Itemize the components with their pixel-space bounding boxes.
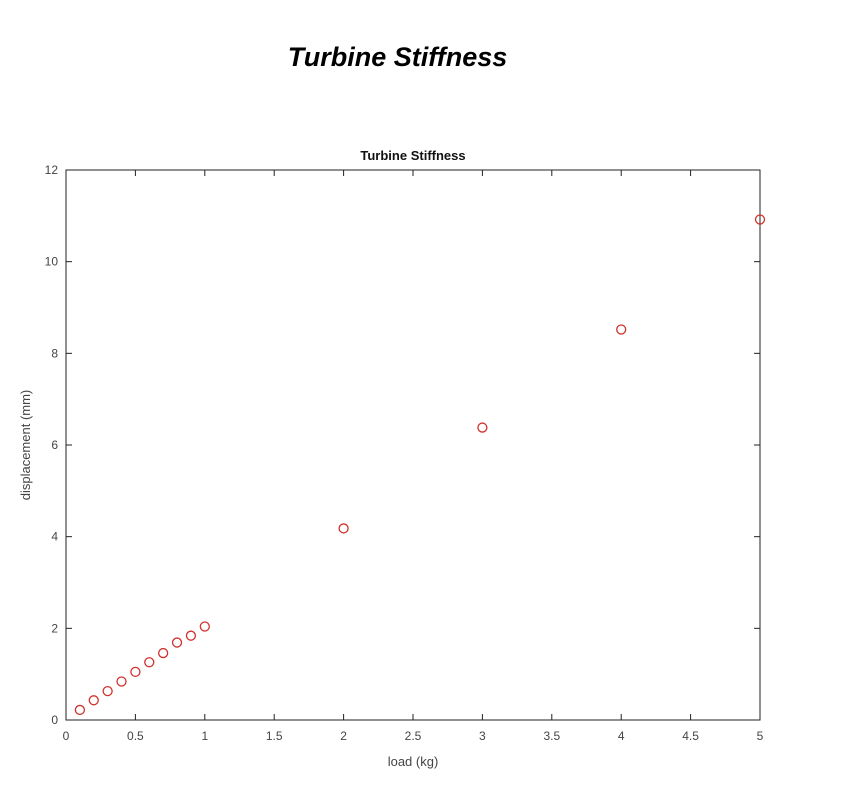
- chart-title: Turbine Stiffness: [360, 148, 465, 163]
- y-tick-label: 0: [51, 713, 58, 727]
- y-tick-label: 8: [51, 346, 58, 360]
- data-point: [88, 695, 99, 706]
- x-tick-label: 2: [340, 729, 347, 743]
- y-axis: 0 2 4 6 8 10 12: [45, 163, 760, 727]
- y-tick-label: 12: [45, 163, 59, 177]
- data-point: [477, 422, 488, 433]
- plot-area: [65, 169, 761, 721]
- x-tick-label: 0.5: [127, 729, 144, 743]
- data-point: [144, 657, 155, 668]
- x-axis: 0 0.5 1 1.5 2 2.5 3 3.5 4 4.5 5: [63, 170, 764, 743]
- data-point: [130, 666, 141, 678]
- data-points: [74, 214, 766, 716]
- x-tick-label: 2.5: [405, 729, 422, 743]
- page-title: Turbine Stiffness: [287, 42, 508, 72]
- data-point: [116, 676, 127, 687]
- data-point: [616, 324, 627, 335]
- x-tick-label: 3: [479, 729, 486, 743]
- data-point: [199, 621, 210, 632]
- data-point: [158, 647, 169, 659]
- y-tick-label: 4: [51, 530, 58, 544]
- x-tick-label: 4: [618, 729, 625, 743]
- x-tick-label: 1.5: [266, 729, 283, 743]
- data-point: [171, 637, 183, 648]
- x-tick-label: 0: [63, 729, 70, 743]
- x-tick-label: 1: [201, 729, 208, 743]
- data-point: [102, 685, 113, 697]
- x-tick-label: 4.5: [682, 729, 699, 743]
- y-tick-label: 6: [51, 438, 58, 452]
- x-tick-label: 3.5: [543, 729, 560, 743]
- x-axis-label: load (kg): [388, 754, 439, 769]
- data-point: [338, 523, 349, 534]
- data-point: [185, 630, 197, 641]
- data-point: [74, 704, 86, 716]
- y-tick-label: 10: [45, 255, 59, 269]
- y-tick-label: 2: [51, 621, 58, 635]
- x-tick-label: 5: [757, 729, 764, 743]
- y-axis-label: displacement (mm): [18, 390, 33, 501]
- data-point: [754, 214, 766, 225]
